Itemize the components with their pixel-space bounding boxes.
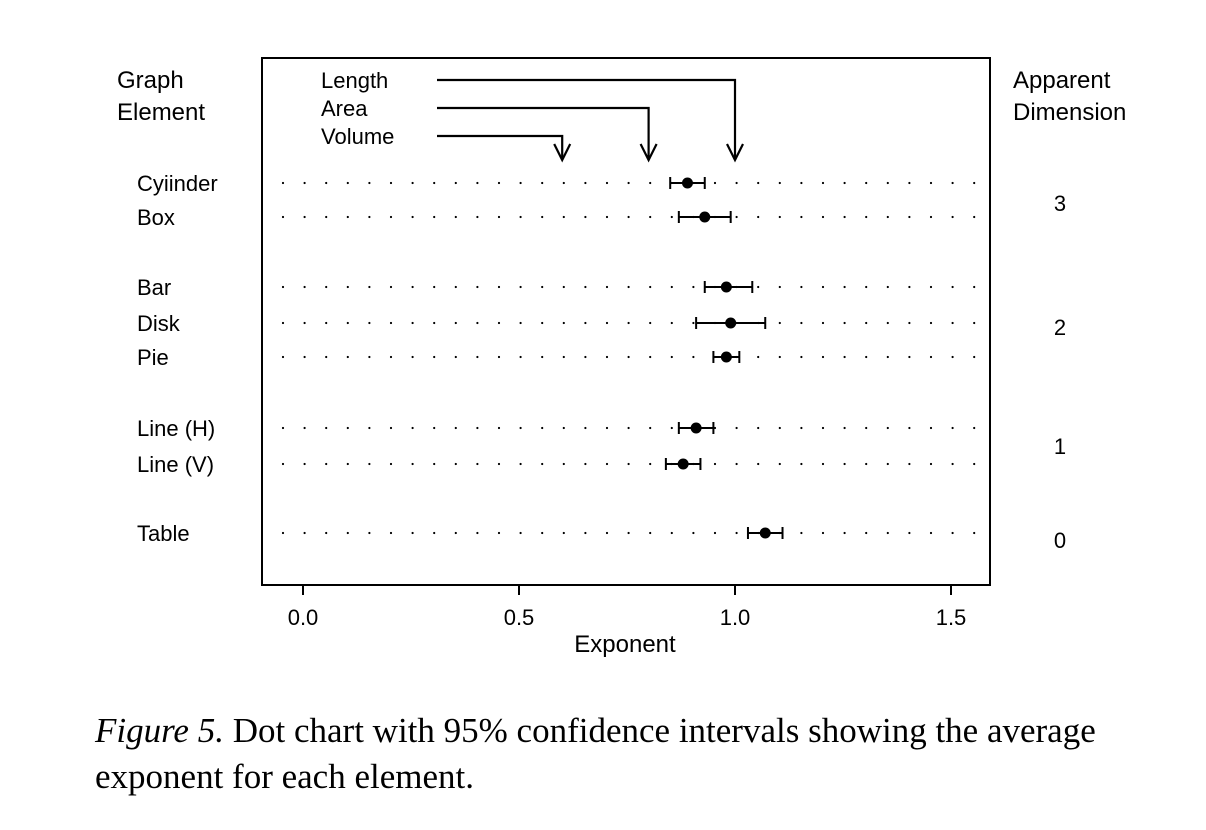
row-label: Pie — [137, 345, 169, 370]
left-header-line-1: Graph — [117, 67, 184, 94]
arrow-line — [437, 134, 564, 160]
confidence-intervals — [664, 177, 784, 539]
row-label: Line (V) — [137, 452, 214, 477]
estimate-point — [725, 317, 737, 329]
figure-caption: Figure 5. Dot chart with 95% confidence … — [95, 708, 1185, 800]
left-header-line-2: Element — [117, 99, 205, 126]
row-label: Line (H) — [137, 416, 215, 441]
x-tick-label: 1.0 — [720, 605, 751, 630]
x-axis-label: Exponent — [574, 631, 676, 658]
dimension-label: 3 — [1054, 191, 1066, 216]
dimension-label: 2 — [1054, 315, 1066, 340]
arrow-label: Volume — [321, 124, 394, 149]
x-tick-label: 0.5 — [504, 605, 535, 630]
caption-text: Dot chart with 95% confidence intervals … — [95, 711, 1096, 796]
arrowhead — [639, 143, 658, 163]
row-label: Box — [137, 205, 175, 230]
estimate-point — [699, 211, 711, 223]
dimension-label: 0 — [1054, 528, 1066, 553]
dotted-grid — [281, 181, 982, 535]
dot-chart: Graph Element Apparent Dimension Exponen… — [117, 57, 1126, 658]
right-header-line-2: Dimension — [1013, 99, 1126, 126]
caption-lead: Figure 5. — [95, 711, 224, 750]
plot-frame — [261, 57, 991, 586]
estimate-point — [681, 177, 693, 189]
reference-arrows: Length Area Volume — [321, 68, 744, 163]
estimate-point — [677, 458, 689, 470]
dimension-labels: 3 2 1 0 — [1054, 191, 1066, 553]
arrowhead — [726, 143, 744, 163]
right-header-line-1: Apparent — [1013, 67, 1111, 94]
row-label: Bar — [137, 275, 171, 300]
estimate-point — [720, 281, 732, 293]
dimension-label: 1 — [1054, 434, 1066, 459]
estimate-point — [720, 351, 732, 363]
row-label: Disk — [137, 311, 181, 336]
row-label: Cyiinder — [137, 171, 218, 196]
x-tick-label: 0.0 — [288, 605, 319, 630]
x-axis-ticks: 0.0 0.5 1.0 1.5 — [288, 585, 967, 630]
row-labels: Cyiinder Box Bar Disk Pie Line (H) Line (V) Tab… — [137, 171, 218, 546]
arrow-label: Area — [321, 96, 368, 121]
arrow-line — [437, 106, 650, 160]
arrow-label: Length — [321, 68, 388, 93]
estimate-point — [759, 527, 771, 539]
arrow-line — [437, 78, 737, 160]
arrowhead — [553, 143, 572, 163]
x-tick-label: 1.5 — [936, 605, 967, 630]
estimate-point — [690, 422, 702, 434]
row-label: Table — [137, 521, 190, 546]
